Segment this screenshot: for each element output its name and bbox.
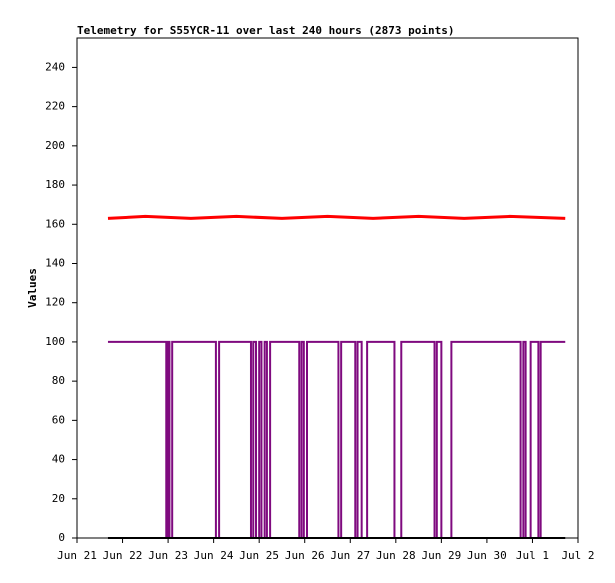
x-tick-label: Jun 26: [285, 549, 325, 562]
x-tick-label: Jul 2: [561, 549, 594, 562]
y-tick-label: 240: [45, 60, 65, 73]
series-line: [107, 214, 566, 220]
y-tick-label: 60: [52, 413, 65, 426]
y-tick-label: 220: [45, 100, 65, 113]
y-tick-label: 140: [45, 256, 65, 269]
y-tick-label: 180: [45, 178, 65, 191]
series-line: [107, 340, 566, 539]
y-tick-label: 20: [52, 492, 65, 505]
y-tick-label: 40: [52, 453, 65, 466]
x-tick-label: Jun 29: [421, 549, 461, 562]
x-tick-label: Jun 28: [376, 549, 416, 562]
y-tick-label: 160: [45, 217, 65, 230]
x-tick-label: Jul 1: [516, 549, 549, 562]
x-tick-label: Jun 21: [57, 549, 97, 562]
x-tick-label: Jun 24: [194, 549, 234, 562]
x-tick-label: Jun 22: [103, 549, 143, 562]
chart-title: Telemetry for S55YCR-11 over last 240 ho…: [77, 24, 455, 37]
y-axis-label: Values: [26, 268, 39, 308]
x-tick-label: Jun 23: [148, 549, 188, 562]
y-tick-label: 120: [45, 296, 65, 309]
y-tick-label: 100: [45, 335, 65, 348]
y-tick-label: 0: [58, 531, 65, 544]
x-tick-label: Jun 30: [467, 549, 507, 562]
x-tick-label: Jun 27: [330, 549, 370, 562]
x-tick-label: Jun 25: [239, 549, 279, 562]
y-tick-label: 80: [52, 374, 65, 387]
y-tick-label: 200: [45, 139, 65, 152]
